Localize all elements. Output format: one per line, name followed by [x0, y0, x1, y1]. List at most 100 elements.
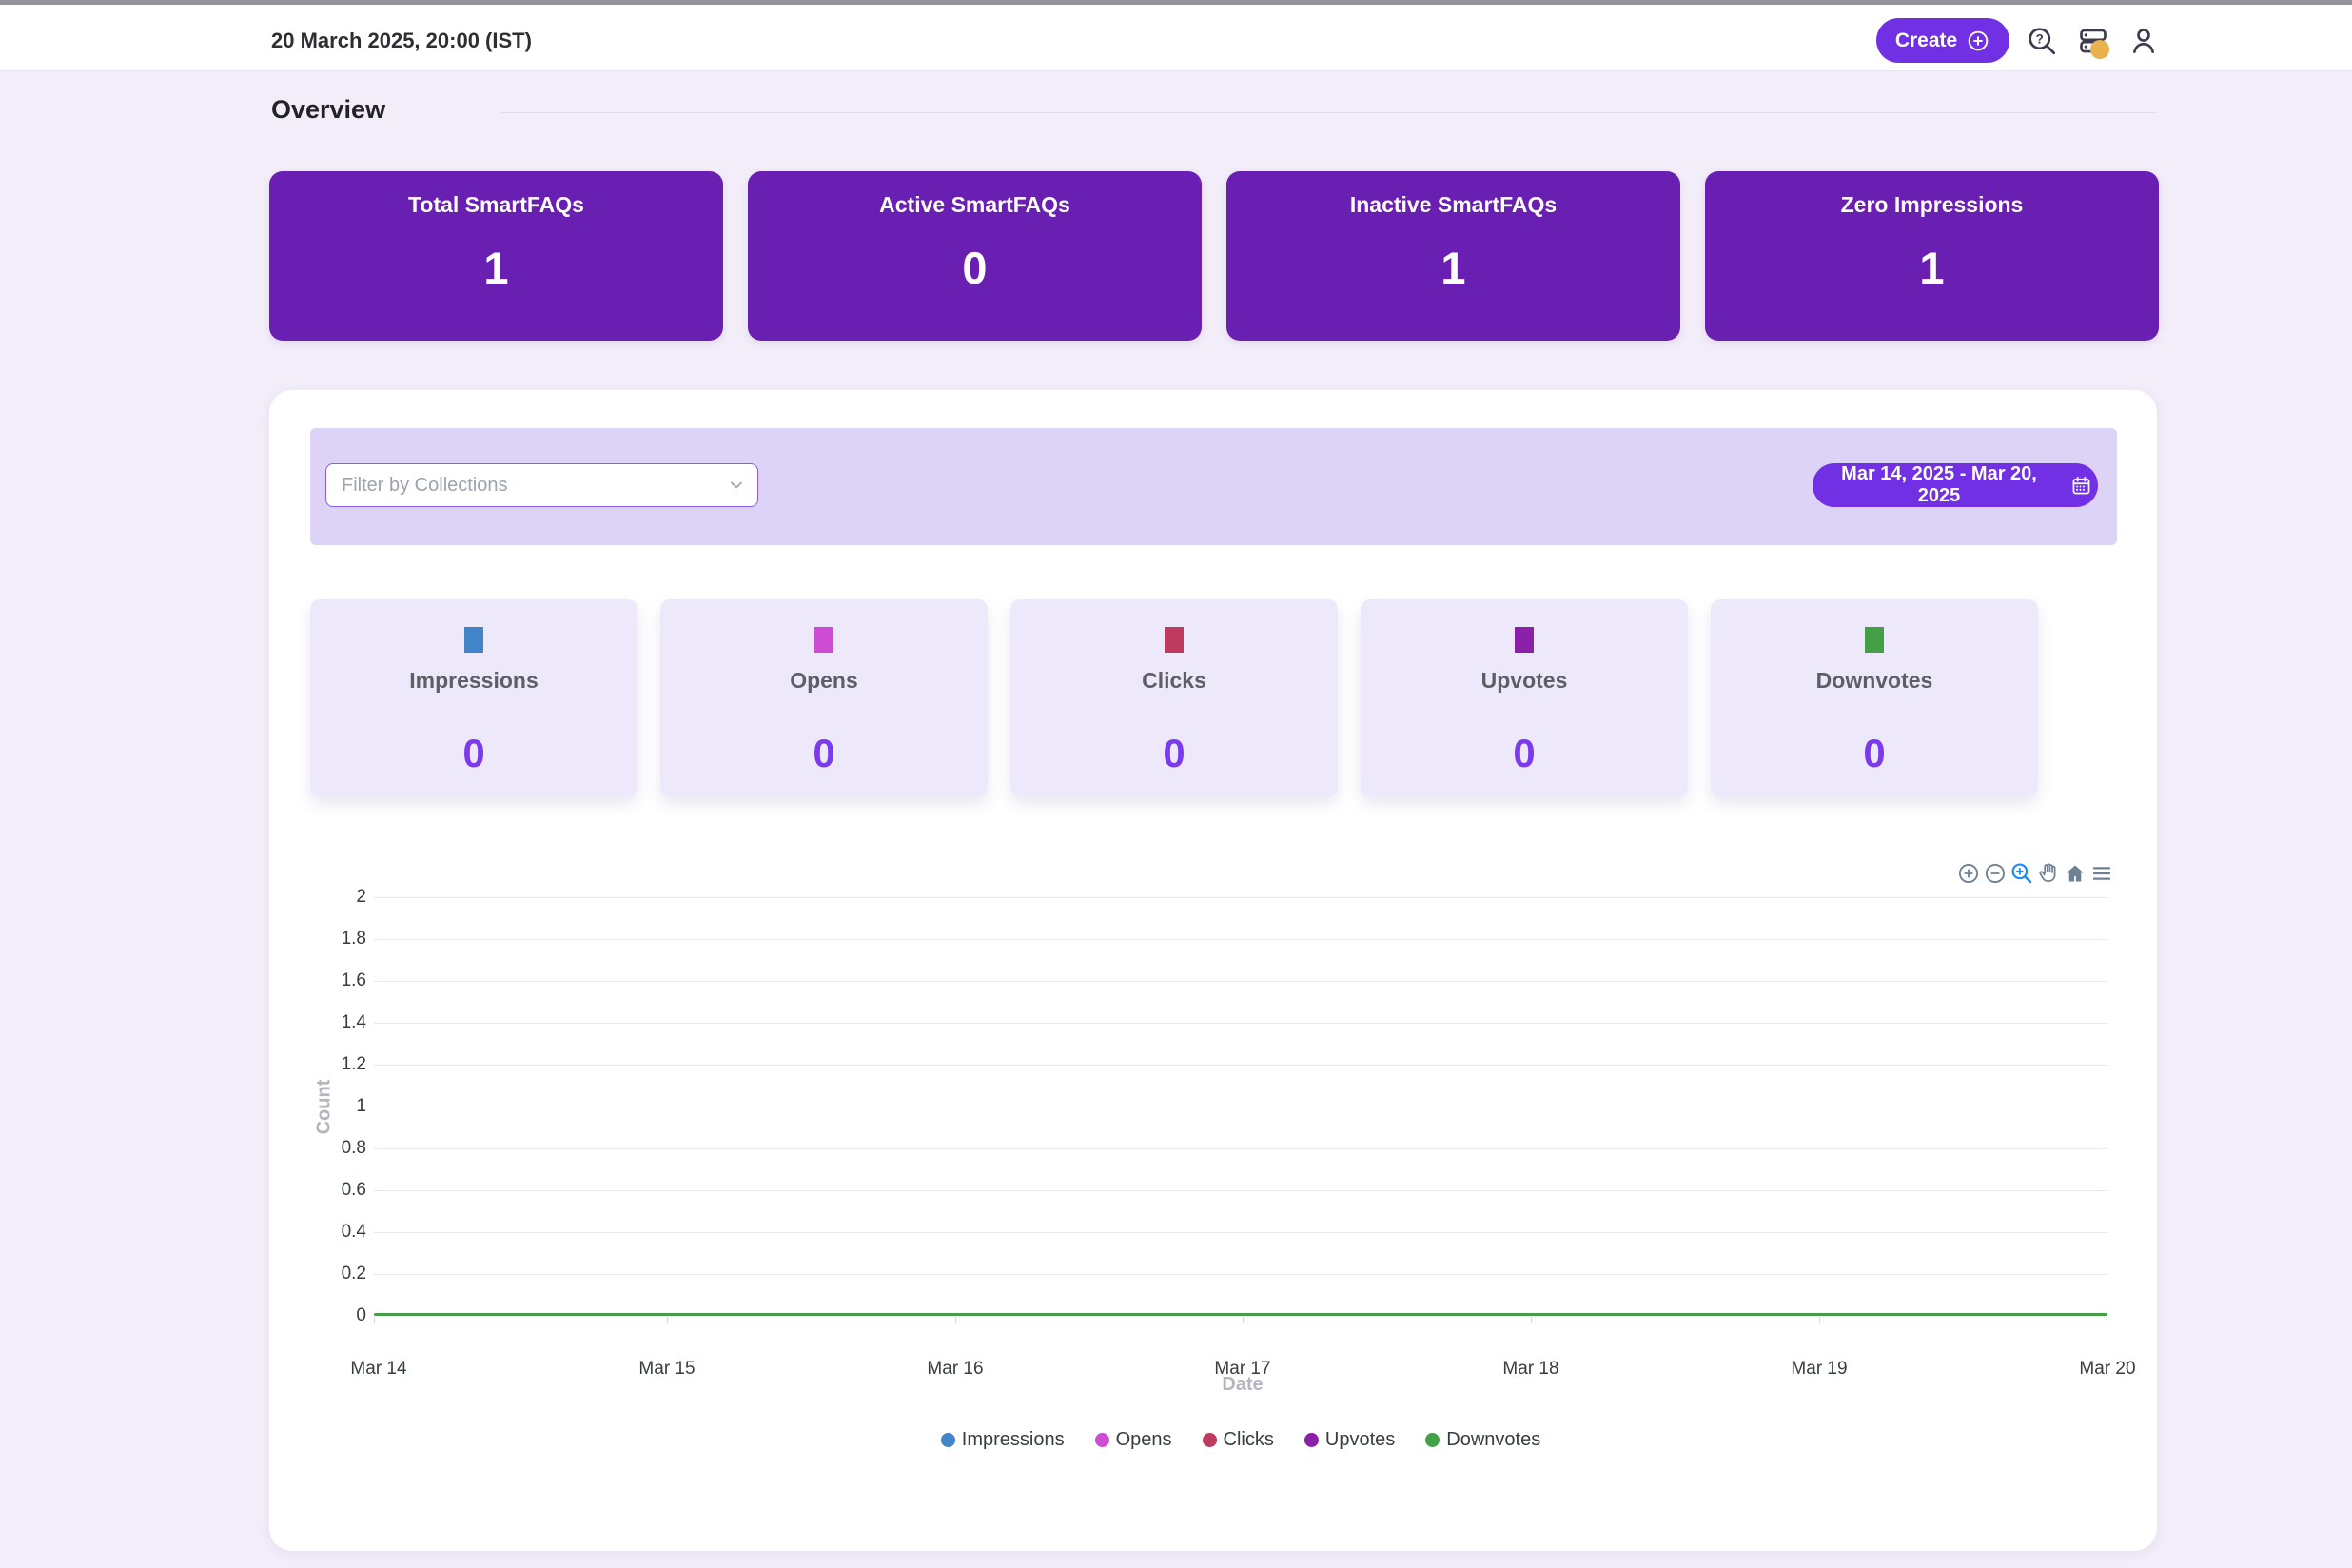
- y-tick-label: 1.8: [341, 929, 366, 949]
- metric-label: Upvotes: [1480, 668, 1568, 693]
- metric-value: 0: [813, 731, 835, 775]
- x-tick: [1243, 1317, 1244, 1323]
- upvotes-swatch: [1515, 627, 1534, 653]
- x-tick-label: Mar 17: [1214, 1359, 1271, 1379]
- stat-card-value: 1: [483, 243, 509, 293]
- gridline: [374, 1065, 2107, 1066]
- x-tick: [1819, 1317, 1820, 1323]
- metric-label: Downvotes: [1815, 668, 1933, 693]
- stat-card-value: 1: [1919, 243, 1945, 293]
- metric-card-impressions: Impressions 0: [310, 599, 637, 796]
- legend-item-opens[interactable]: Opens: [1094, 1429, 1172, 1451]
- date-range-label: Mar 14, 2025 - Mar 20, 2025: [1841, 463, 2037, 506]
- stat-card-zero-impressions: Zero Impressions 1: [1705, 171, 2159, 341]
- circle-plus-icon: [1966, 29, 1990, 53]
- gridline: [374, 981, 2107, 982]
- user-icon[interactable]: [2127, 25, 2160, 57]
- gridline: [374, 1274, 2107, 1275]
- x-tick-label: Mar 16: [927, 1359, 984, 1379]
- legend-dot: [1094, 1433, 1109, 1447]
- series-line-downvotes[interactable]: [374, 1313, 2107, 1316]
- date-range-button[interactable]: Mar 14, 2025 - Mar 20, 2025: [1813, 463, 2098, 507]
- opens-swatch: [814, 627, 833, 653]
- legend-label: Downvotes: [1446, 1429, 1541, 1450]
- legend-dot: [1303, 1433, 1319, 1447]
- collections-filter-input[interactable]: [325, 463, 758, 507]
- title-divider: [501, 112, 2157, 113]
- pan-icon[interactable]: [2036, 861, 2061, 886]
- y-axis-title: Count: [313, 1079, 335, 1135]
- calendar-icon: [2070, 475, 2092, 497]
- legend-dot: [940, 1433, 955, 1447]
- selection-zoom-icon[interactable]: [2009, 861, 2034, 886]
- y-tick-label: 1: [356, 1096, 366, 1116]
- window-top-border: [0, 0, 2352, 5]
- metric-value: 0: [1163, 731, 1186, 775]
- legend-label: Opens: [1115, 1429, 1172, 1450]
- legend-item-clicks[interactable]: Clicks: [1202, 1429, 1274, 1451]
- legend-item-impressions[interactable]: Impressions: [940, 1429, 1065, 1451]
- legend-label: Clicks: [1223, 1429, 1274, 1450]
- metric-value: 0: [1513, 731, 1536, 775]
- x-tick-label: Mar 18: [1502, 1359, 1559, 1379]
- metric-card-downvotes: Downvotes 0: [1711, 599, 2038, 796]
- chart-toolbar: [1956, 861, 2114, 886]
- zoom-out-icon[interactable]: [1983, 861, 2008, 886]
- legend-item-upvotes[interactable]: Upvotes: [1303, 1429, 1395, 1451]
- current-datetime: 20 March 2025, 20:00 (IST): [271, 29, 532, 52]
- x-tick-label: Mar 15: [638, 1359, 696, 1379]
- zoom-in-icon[interactable]: [1956, 861, 1981, 886]
- downvotes-swatch: [1865, 627, 1884, 653]
- clicks-swatch: [1165, 627, 1184, 653]
- stat-card-total-smartfaqs: Total SmartFAQs 1: [269, 171, 723, 341]
- gridline: [374, 897, 2107, 898]
- gridline: [374, 939, 2107, 940]
- y-tick-label: 0.8: [341, 1138, 366, 1158]
- stat-card-label: Zero Impressions: [1840, 192, 2024, 217]
- metric-label: Opens: [790, 668, 858, 693]
- legend-dot: [1202, 1433, 1217, 1447]
- legend-label: Impressions: [961, 1429, 1065, 1450]
- metric-card-clicks: Clicks 0: [1010, 599, 1338, 796]
- create-button-label: Create: [1894, 29, 1958, 51]
- stat-card-label: Active SmartFAQs: [879, 192, 1070, 217]
- metric-value: 0: [462, 731, 485, 775]
- chart-legend: Impressions Opens Clicks Upvotes Downvot…: [374, 1429, 2107, 1451]
- stat-card-label: Total SmartFAQs: [408, 192, 584, 217]
- home-icon[interactable]: [2063, 861, 2087, 886]
- search-help-icon[interactable]: ?: [2026, 25, 2058, 57]
- metric-label: Impressions: [409, 668, 539, 693]
- y-tick-label: 0.2: [341, 1264, 366, 1284]
- x-tick: [667, 1317, 668, 1323]
- gridline: [374, 1148, 2107, 1149]
- y-tick-label: 1.6: [341, 970, 366, 990]
- x-tick-label: Mar 14: [350, 1359, 407, 1379]
- gridline: [374, 1232, 2107, 1233]
- analytics-card: [269, 390, 2157, 1551]
- x-tick-label: Mar 19: [1791, 1359, 1848, 1379]
- page-title: Overview: [271, 95, 386, 124]
- legend-item-downvotes[interactable]: Downvotes: [1425, 1429, 1540, 1451]
- metric-card-upvotes: Upvotes 0: [1361, 599, 1688, 796]
- y-tick-label: 2: [356, 887, 366, 907]
- svg-text:?: ?: [2036, 32, 2044, 47]
- stat-card-label: Inactive SmartFAQs: [1349, 192, 1558, 217]
- x-tick-label: Mar 20: [2079, 1359, 2136, 1379]
- top-bar: 20 March 2025, 20:00 (IST) Create ?: [0, 5, 2352, 71]
- stat-card-value: 1: [1441, 243, 1466, 293]
- x-tick: [1531, 1317, 1532, 1323]
- y-tick-label: 0: [356, 1305, 366, 1325]
- notification-badge-dot: [2090, 40, 2109, 59]
- y-tick-label: 0.4: [341, 1222, 366, 1242]
- impressions-swatch: [464, 627, 483, 653]
- x-tick: [374, 1317, 375, 1323]
- gridline: [374, 1023, 2107, 1024]
- x-tick: [955, 1317, 956, 1323]
- stat-card-active-smartfaqs: Active SmartFAQs 0: [748, 171, 1202, 341]
- menu-icon[interactable]: [2089, 861, 2114, 886]
- stat-card-value: 0: [962, 243, 988, 293]
- create-button[interactable]: Create: [1876, 18, 2009, 63]
- y-tick-label: 1.4: [341, 1012, 366, 1032]
- metric-card-opens: Opens 0: [660, 599, 988, 796]
